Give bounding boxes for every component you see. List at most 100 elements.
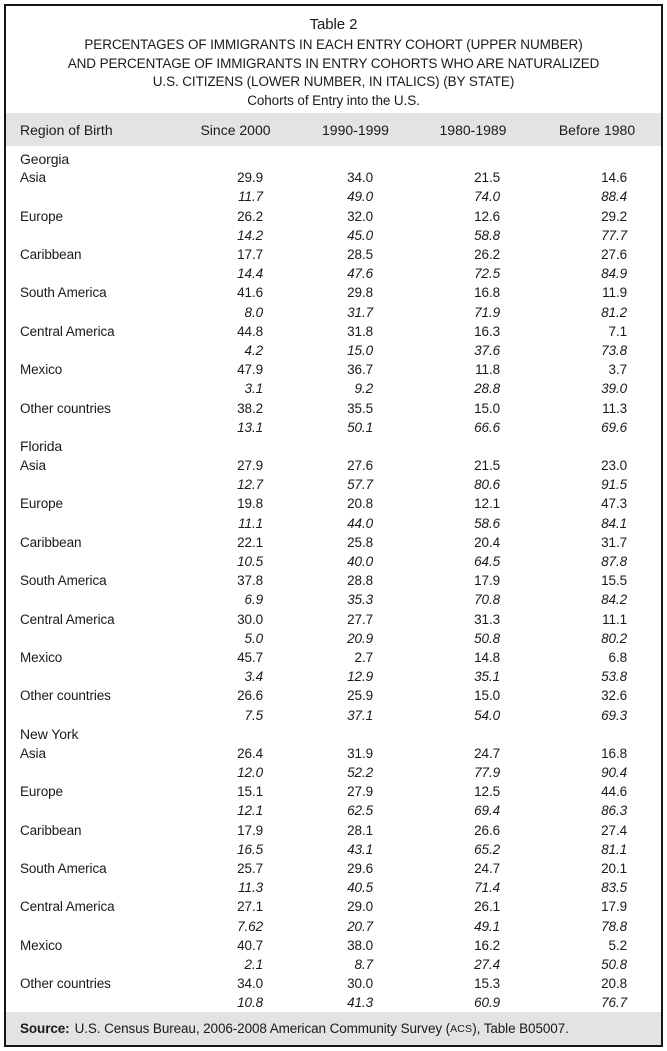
source-text-end: ), Table B05007. (472, 1021, 569, 1037)
value-upper: 11.8 (475, 362, 500, 378)
region-lower-row: 11.3 40.5 71.4 83.5 (6, 878, 661, 897)
value-upper: 30.0 (347, 976, 373, 992)
table-title-line-1: PERCENTAGES OF IMMIGRANTS IN EACH ENTRY … (84, 37, 583, 52)
state-header-row: Florida (6, 437, 661, 456)
value-upper: 17.9 (601, 899, 627, 915)
value-lower: 80.2 (601, 630, 627, 646)
value-upper: 34.0 (347, 170, 373, 186)
value-lower: 77.9 (474, 765, 500, 781)
value-lower: 11.7 (238, 189, 263, 205)
value-upper: 25.8 (347, 534, 373, 550)
region-upper-row: Central America 30.0 27.7 31.3 11.1 (6, 610, 661, 629)
value-upper: 16.8 (474, 285, 500, 301)
region-upper-row: South America 41.6 29.8 16.8 11.9 (6, 283, 661, 302)
value-lower: 77.7 (601, 227, 627, 243)
source-note: Source: U.S. Census Bureau, 2006-2008 Ame… (6, 1012, 661, 1045)
value-upper: 14.6 (601, 170, 627, 186)
region-label: Central America (20, 323, 115, 339)
region-lower-row: 3.1 9.2 28.8 39.0 (6, 379, 661, 398)
region-upper-row: South America 37.8 28.8 17.9 15.5 (6, 571, 661, 590)
source-text: U.S. Census Bureau, 2006-2008 American C… (74, 1021, 451, 1037)
state-header-row: New York (6, 725, 661, 744)
table-frame: Table 2 PERCENTAGES OF IMMIGRANTS IN EAC… (4, 4, 663, 1047)
value-upper: 24.7 (474, 745, 500, 761)
value-lower: 81.2 (601, 304, 627, 320)
value-upper: 26.1 (474, 899, 500, 915)
value-upper: 27.6 (347, 458, 373, 474)
value-lower: 83.5 (601, 880, 627, 896)
table-title-block: Table 2 PERCENTAGES OF IMMIGRANTS IN EAC… (6, 6, 661, 110)
value-upper: 41.6 (237, 285, 263, 301)
value-upper: 16.8 (601, 745, 627, 761)
region-label: Central America (20, 899, 115, 915)
value-lower: 74.0 (474, 189, 500, 205)
value-upper: 26.6 (474, 822, 500, 838)
region-lower-row: 4.2 15.0 37.6 73.8 (6, 341, 661, 360)
value-lower: 54.0 (474, 707, 500, 723)
value-lower: 7.62 (237, 918, 263, 934)
value-lower: 9.2 (354, 381, 374, 397)
value-upper: 44.6 (601, 784, 627, 800)
value-upper: 12.1 (474, 496, 500, 512)
value-upper: 29.6 (347, 861, 373, 877)
value-upper: 31.9 (347, 745, 373, 761)
value-lower: 44.0 (347, 515, 373, 531)
value-upper: 47.3 (601, 496, 627, 512)
value-lower: 35.1 (474, 669, 500, 685)
region-label: Mexico (20, 362, 63, 378)
column-header-since-2000: Since 2000 (200, 121, 271, 138)
region-upper-row: Mexico 45.7 2.7 14.8 6.8 (6, 648, 661, 667)
value-upper: 23.0 (601, 458, 627, 474)
region-lower-row: 12.0 52.2 77.9 90.4 (6, 763, 661, 782)
value-upper: 25.7 (237, 861, 263, 877)
region-lower-row: 12.7 57.7 80.6 91.5 (6, 475, 661, 494)
value-lower: 43.1 (347, 841, 373, 857)
value-lower: 76.7 (601, 995, 627, 1011)
value-upper: 15.0 (474, 688, 500, 704)
value-upper: 27.6 (601, 247, 627, 263)
region-upper-row: Europe 19.8 20.8 12.1 47.3 (6, 494, 661, 513)
value-lower: 70.8 (474, 592, 500, 608)
region-label: Other countries (20, 976, 111, 992)
value-upper: 27.1 (237, 899, 263, 915)
region-upper-row: Central America 27.1 29.0 26.1 17.9 (6, 897, 661, 916)
value-lower: 49.0 (347, 189, 373, 205)
state-name: Georgia (20, 150, 70, 167)
value-lower: 28.8 (474, 381, 500, 397)
region-label: Caribbean (20, 534, 82, 550)
value-upper: 29.8 (347, 285, 373, 301)
value-lower: 27.4 (474, 956, 500, 972)
region-lower-row: 12.1 62.5 69.4 86.3 (6, 801, 661, 820)
value-upper: 26.2 (474, 247, 500, 263)
value-lower: 69.4 (474, 803, 500, 819)
region-upper-row: Mexico 47.9 36.7 11.8 3.7 (6, 360, 661, 379)
value-lower: 60.9 (474, 995, 500, 1011)
value-upper: 17.9 (474, 573, 500, 589)
value-lower: 20.7 (347, 918, 373, 934)
value-lower: 64.5 (474, 554, 500, 570)
column-header-row: Region of Birth Since 2000 1990-1999 198… (6, 113, 661, 146)
value-upper: 34.0 (237, 976, 263, 992)
value-lower: 57.7 (347, 477, 373, 493)
value-upper: 21.5 (474, 458, 500, 474)
value-lower: 12.7 (237, 477, 263, 493)
value-upper: 27.7 (347, 611, 373, 627)
region-upper-row: Europe 15.1 27.9 12.5 44.6 (6, 782, 661, 801)
value-lower: 10.5 (237, 554, 263, 570)
region-upper-row: South America 25.7 29.6 24.7 20.1 (6, 859, 661, 878)
region-lower-row: 8.0 31.7 71.9 81.2 (6, 303, 661, 322)
region-label: Caribbean (20, 247, 82, 263)
value-upper: 11.9 (602, 285, 627, 301)
state-name: New York (20, 726, 79, 743)
source-label: Source: (20, 1021, 70, 1037)
value-upper: 14.8 (474, 649, 500, 665)
value-lower: 16.5 (237, 841, 263, 857)
region-upper-row: Europe 26.2 32.0 12.6 29.2 (6, 207, 661, 226)
value-lower: 58.6 (474, 515, 500, 531)
value-upper: 30.0 (237, 611, 263, 627)
value-lower: 40.0 (347, 554, 373, 570)
value-lower: 71.4 (474, 880, 500, 896)
column-header-before-1980: Before 1980 (558, 121, 636, 138)
region-lower-row: 11.7 49.0 74.0 88.4 (6, 187, 661, 206)
region-lower-row: 5.0 20.9 50.8 80.2 (6, 629, 661, 648)
